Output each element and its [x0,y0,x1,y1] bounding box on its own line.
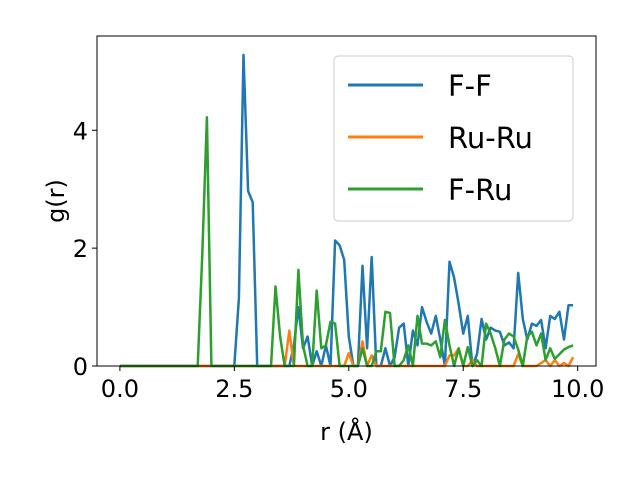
y-tick-label: 2 [73,235,88,263]
x-tick-label: 10.0 [551,375,604,403]
x-axis: 0.0 2.5 5.0 7.5 10.0 [101,366,604,403]
x-tick-label: 5.0 [330,375,368,403]
legend-label: F-F [448,69,492,103]
y-tick-label: 0 [73,353,88,381]
y-tick-label: 4 [73,117,88,145]
x-tick-label: 2.5 [215,375,253,403]
axes-frame [96,35,597,367]
x-axis-label: r (Å) [320,417,373,446]
legend-label: F-Ru [448,173,512,207]
y-axis-label: g(r) [42,179,70,223]
legend: F-F Ru-Ru F-Ru [333,55,574,222]
y-axis: 0 2 4 [73,117,97,381]
x-tick-label: 7.5 [444,375,482,403]
series-line-3 [119,116,574,368]
x-tick-label: 0.0 [101,375,139,403]
legend-label: Ru-Ru [448,121,533,155]
legend-box [333,55,574,222]
